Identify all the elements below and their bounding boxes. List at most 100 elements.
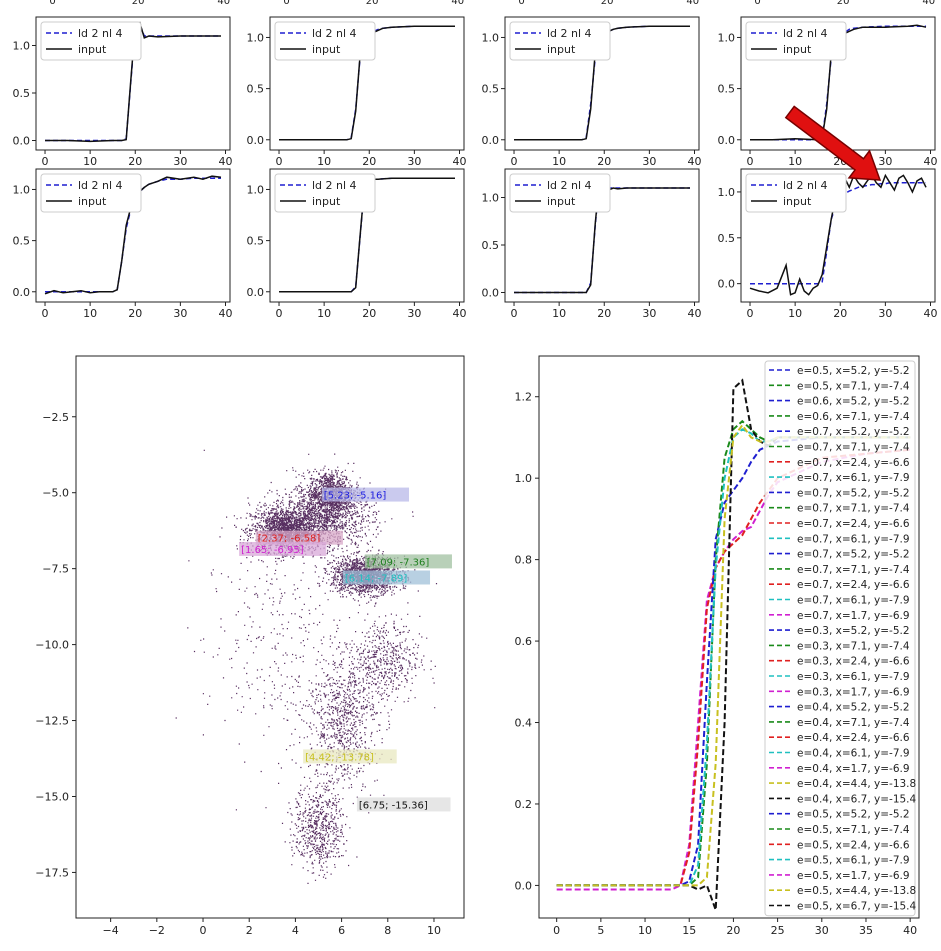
legend: ld 2 nl 4 input [745, 21, 847, 61]
legend-label: input [783, 43, 812, 56]
clipped-tick-label: 0 [754, 0, 760, 7]
legend-label: e=0.7, x=2.4, y=-6.6 [797, 518, 910, 530]
y-tick-label: −15.0 [35, 790, 69, 803]
scatter-frame [75, 355, 465, 919]
legend-label: e=0.7, x=5.2, y=-5.2 [797, 549, 910, 561]
point-annotation: [7.09; -7.36] [364, 554, 452, 569]
x-tick-label: 10 [552, 307, 566, 320]
x-tick-label: 20 [362, 307, 376, 320]
y-tick-label: 0.6 [515, 635, 533, 648]
x-tick-label: 10 [788, 307, 802, 320]
series-line [749, 173, 927, 296]
x-tick-label: 40 [687, 155, 701, 168]
x-tick-label: 20 [597, 155, 611, 168]
annotation-label: [6.14; -7.89] [345, 573, 408, 584]
point-annotation: [1.65; -6.95] [239, 541, 327, 556]
legend-label: e=0.7, x=7.1, y=-7.4 [797, 503, 910, 515]
y-tick-label: 1.0 [515, 472, 533, 485]
clipped-tick-label: 20 [601, 0, 614, 7]
x-tick-label: 20 [833, 307, 847, 320]
legend-frame [40, 173, 142, 213]
x-tick-label: 0 [42, 155, 49, 168]
plot-layer: 0 20 40 0 20 40 0 20 40 0 20 400 10 20 30 400.00.51.0ld… [13, 0, 938, 937]
x-tick-label: 0 [747, 155, 754, 168]
legend: ld 2 nl 4 input [509, 173, 611, 213]
legend-label: e=0.7, x=2.4, y=-6.6 [797, 579, 910, 591]
legend-frame [509, 173, 611, 213]
legend-label: e=0.7, x=1.7, y=-6.9 [797, 610, 910, 622]
legend-label: input [547, 195, 576, 208]
x-tick-label: 30 [407, 155, 421, 168]
x-tick-label: 0 [511, 155, 518, 168]
annotation-label: [5.23; -5.16] [324, 491, 387, 502]
x-tick-label: 30 [878, 307, 892, 320]
annotation-box [356, 797, 451, 812]
x-tick-label: 5 [597, 924, 604, 937]
legend-label: ld 2 nl 4 [78, 179, 123, 192]
legend-label: e=0.5, x=4.4, y=-13.8 [797, 885, 916, 897]
point-annotation: [4.42; -13.78] [303, 749, 397, 764]
legend-label: e=0.3, x=6.1, y=-7.9 [797, 671, 910, 683]
y-tick-label: 1.0 [247, 183, 265, 196]
legend-label: e=0.4, x=6.1, y=-7.9 [797, 748, 910, 760]
point-annotation: [2.37; -6.58] [255, 530, 343, 545]
y-tick-label: 0.5 [247, 83, 265, 96]
y-tick-label: 1.0 [718, 31, 736, 44]
legend-label: e=0.4, x=2.4, y=-6.6 [797, 732, 910, 744]
x-tick-label: 10 [427, 924, 441, 937]
annotation-label: [6.75; -15.36] [359, 800, 428, 811]
x-tick-label: 20 [726, 924, 740, 937]
legend-label: ld 2 nl 4 [783, 179, 828, 192]
x-tick-label: 30 [173, 155, 187, 168]
y-tick-label: 0.4 [515, 717, 533, 730]
y-tick-label: 0.0 [13, 135, 31, 148]
y-tick-label: 0.5 [718, 232, 736, 245]
x-tick-label: 10 [552, 155, 566, 168]
legend-label: e=0.4, x=4.4, y=-13.8 [797, 778, 916, 790]
y-tick-label: 1.0 [482, 31, 500, 44]
x-tick-label: 40 [923, 155, 937, 168]
legend-label: e=0.4, x=5.2, y=-5.2 [797, 702, 910, 714]
legend-label: ld 2 nl 4 [783, 27, 828, 40]
x-tick-label: 30 [173, 307, 187, 320]
legend-label: input [547, 43, 576, 56]
annotation-box [364, 554, 452, 569]
x-tick-label: 40 [687, 307, 701, 320]
x-tick-label: 0 [553, 924, 560, 937]
annotation-box [255, 530, 343, 545]
y-tick-label: 0.0 [718, 278, 736, 291]
annotation-box [321, 487, 410, 502]
x-tick-label: 35 [859, 924, 873, 937]
legend-label: e=0.7, x=5.2, y=-5.2 [797, 426, 910, 438]
x-tick-label: 40 [903, 924, 917, 937]
y-tick-label: −5.0 [42, 487, 69, 500]
x-tick-label: 0 [200, 924, 207, 937]
legend-label: e=0.5, x=1.7, y=-6.9 [797, 870, 910, 882]
x-tick-label: 10 [317, 155, 331, 168]
legend-label: e=0.7, x=6.1, y=-7.9 [797, 472, 910, 484]
x-tick-label: 0 [276, 155, 283, 168]
legend-label: e=0.7, x=7.1, y=-7.4 [797, 442, 910, 454]
x-tick-label: 8 [384, 924, 391, 937]
y-tick-label: −17.5 [35, 866, 69, 879]
x-tick-label: 40 [923, 307, 937, 320]
y-tick-label: 0.0 [482, 134, 500, 147]
legend-label: e=0.5, x=7.1, y=-7.4 [797, 824, 910, 836]
legend-frame [745, 173, 847, 213]
legend-label: e=0.5, x=5.2, y=-5.2 [797, 809, 910, 821]
x-tick-label: 40 [218, 307, 232, 320]
legend: ld 2 nl 4 input [40, 173, 142, 213]
x-tick-label: 30 [878, 155, 892, 168]
legend-label: e=0.5, x=2.4, y=-6.6 [797, 839, 910, 851]
legend-label: e=0.6, x=7.1, y=-7.4 [797, 411, 910, 423]
legend: ld 2 nl 4 input [274, 173, 376, 213]
y-tick-label: 1.2 [515, 391, 533, 404]
legend-label: e=0.7, x=6.1, y=-7.9 [797, 595, 910, 607]
point-annotation: [6.75; -15.36] [356, 797, 451, 812]
y-tick-label: 1.0 [13, 183, 31, 196]
y-tick-label: 1.0 [718, 186, 736, 199]
x-tick-label: 4 [292, 924, 299, 937]
x-tick-label: 2 [246, 924, 253, 937]
y-tick-label: −7.5 [42, 563, 69, 576]
legend-label: e=0.3, x=5.2, y=-5.2 [797, 625, 910, 637]
